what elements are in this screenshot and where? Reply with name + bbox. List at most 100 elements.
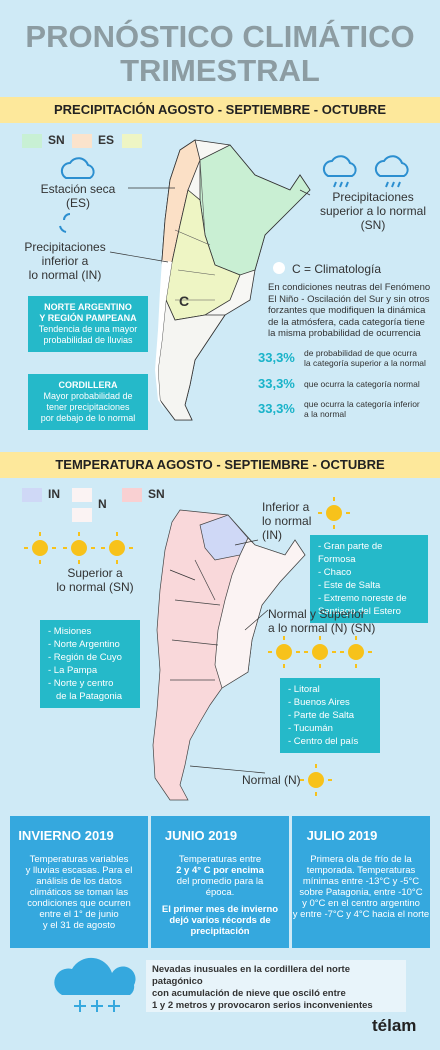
text-line: análisis de los datos [36,876,122,887]
text-line: de probabilidad de que ocurra [304,348,417,358]
region-list: - Gran parte de Formosa - Chaco - Este d… [310,535,428,623]
text-line: superior a lo normal [319,204,427,218]
text-line: Temperaturas variables [29,854,129,865]
text-line: (IN) [262,528,282,542]
text-line: Estación seca [40,182,116,196]
percent: 33,3% [258,401,295,416]
text-line: la misma probabilidad de ocurrencia [268,328,421,339]
section-heading: PRECIPITACIÓN AGOSTO - SEPTIEMBRE - OCTU… [0,97,440,123]
text-line: que ocurra la categoría inferior [304,399,420,409]
box-title: Y REGIÓN PAMPEANA [39,313,137,323]
annotation: Normal (N) [242,773,301,787]
text-line: Mayor probabilidad de [43,391,133,401]
text-line: y 0°C en el centro argentino [302,898,420,909]
annotation: Precipitaciones superior a lo normal (SN) [308,190,438,232]
text-line: forzantes que modifiquen la dinámica [268,305,426,316]
text-line: 2 y 4° C por encima [176,865,264,876]
temperature-map [152,509,306,801]
region-list: - Litoral - Buenos Aires - Parte de Salt… [280,678,380,753]
legend-label: N [98,497,107,511]
text-line: temporada. Temperaturas [306,865,416,876]
text-line: (SN) [360,218,386,232]
legend-swatch [122,134,142,148]
text-line: a la normal [304,409,347,419]
text-line: Precipitaciones [332,190,414,204]
annotation: Inferior a lo normal (IN) [262,500,311,542]
text-line: climáticos se toman las [29,887,129,898]
list-item: - Centro del país [288,736,359,747]
list-item: - Región de Cuyo [48,652,122,663]
legend-swatch [22,134,42,148]
text-line: y lluvias escasas. Para el [25,865,133,876]
text-line: por debajo de lo normal [40,413,136,423]
text-line: Tendencia de una mayor [38,324,138,334]
text-line: lo normal (IN) [28,268,102,282]
text-line: y el 31 de agosto [42,920,116,931]
card-title: JUNIO 2019 [164,828,238,843]
text-line: Normal y Superior [268,607,365,621]
text-line: Nevadas inusuales en la cordillera del n… [152,964,350,987]
leader-line [109,187,311,263]
list-item: - Tucumán [288,723,333,734]
footer-note: Nevadas inusuales en la cordillera del n… [146,960,406,1012]
text-line: lo normal (SN) [56,580,134,594]
info-box: NORTE ARGENTINO Y REGIÓN PAMPEANA Tendenc… [28,296,148,352]
list-item: - Chaco [318,567,352,578]
info-card: JUNIO 2019 Temperaturas entre 2 y 4° C p… [151,816,289,948]
text-line: mínimas entre -13°C y -5°C [302,876,420,887]
text-line: (ES) [66,196,90,210]
annotation: Estación seca (ES) [28,182,128,210]
list-item: Santiago del Estero [318,606,401,617]
list-item: - Este de Salta [318,580,381,591]
text-line: Temperaturas entre [178,854,262,865]
text-line: del promedio para la [176,876,264,887]
text-line: condiciones que ocurren [27,898,131,909]
text-line: El Niño - Oscilación del Sur y sin otros [268,293,430,305]
text-line: inferior a [41,254,89,268]
row-text: de probabilidad de que ocurra la categorí… [304,348,426,368]
list-item: - Norte Argentino [48,639,120,650]
list-item: - Litoral [288,684,320,695]
snow-cloud [54,957,136,1012]
text-line: probabilidad de lluvias [43,335,133,345]
list-item: - Buenos Aires [288,697,350,708]
text-line: Inferior a [262,500,310,514]
row-text: que ocurra la categoría normal [304,379,420,389]
legend-swatch [72,488,92,502]
percent: 33,3% [258,376,295,391]
text-line: entre el 1° de junio [39,909,119,920]
row-text: que ocurra la categoría inferior a la nor… [304,399,420,419]
box-title: NORTE ARGENTINO [44,302,132,312]
leader-line [169,539,269,774]
text-line: En condiciones neutras del Fenómeno [268,282,431,293]
legend-label: IN [48,487,60,501]
list-item: - Extremo noreste de [318,593,407,604]
title: PRONÓSTICO CLIMÁTICO [25,19,415,54]
text-line: Precipitaciones [24,240,106,254]
annotation: Superior a lo normal (SN) [40,566,150,594]
legend-swatch [122,488,142,502]
annotation: Normal y Superior a lo normal (N) (SN) [268,607,375,635]
section-heading: TEMPERATURA AGOSTO - SEPTIEMBRE - OCTUBR… [0,452,440,478]
climatology-title: C = Climatología [292,262,382,276]
info-box: CORDILLERA Mayor probabilidad de tener pr… [28,374,148,430]
box-title: CORDILLERA [58,380,118,390]
text-line: la categoría superior a la normal [304,358,426,368]
legend-swatch [72,508,92,522]
list-item: - Parte de Salta [288,710,355,721]
text-line: de la atmósfera, cada categoría tiene [268,316,425,328]
climatology-dot [273,262,285,274]
text-line: Superior a [67,566,123,580]
sun-icon [24,497,372,796]
paragraph: En condiciones neutras del Fenómeno El N… [268,282,430,340]
text-line: y entre -7°C y 4°C hacia el norte [292,909,430,920]
legend-swatch [22,488,42,502]
list-item: de la Patagonia [56,691,123,702]
text-line: El primer mes de invierno [161,904,279,915]
text-line: dejó varios récords de [169,915,271,926]
text-line: precipitación [190,926,250,937]
text-line: a lo normal (N) (SN) [268,621,376,635]
text-line: lo normal [262,514,312,528]
